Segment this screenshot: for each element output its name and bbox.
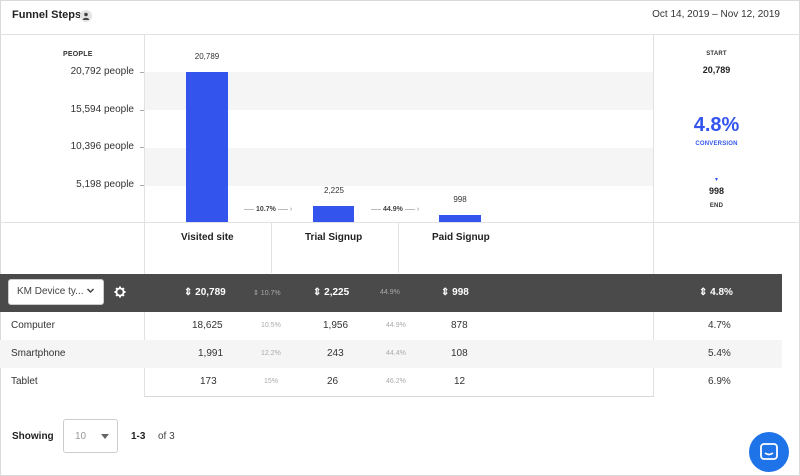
row-overall: 4.7%	[708, 320, 731, 331]
totals-bar	[0, 274, 782, 312]
total-conversion-1: ⇕ 10.7%	[253, 290, 281, 297]
y-tick-label: 5,198 people	[76, 178, 134, 190]
row-label: Tablet	[11, 376, 38, 387]
funnel-bar-trial-signup[interactable]	[313, 205, 354, 222]
summary-divider	[653, 35, 654, 397]
start-label: START	[706, 51, 727, 57]
funnel-bar-paid-signup[interactable]	[439, 214, 481, 222]
step-divider	[271, 223, 272, 273]
step-name-paid-signup[interactable]: Paid Signup	[432, 232, 490, 243]
row-label: Smartphone	[11, 348, 66, 359]
start-value: 20,789	[702, 65, 731, 75]
row-conversion-1: 15%	[264, 378, 279, 385]
down-arrow-icon: ▾	[714, 177, 718, 183]
step-name-visited-site[interactable]: Visited site	[181, 232, 234, 243]
row-conversion-1: 10.5%	[261, 322, 281, 329]
row-overall: 5.4%	[708, 348, 731, 359]
row-visited-site: 173	[200, 376, 217, 387]
row-paid-signup: 878	[451, 320, 468, 331]
chat-launcher-button[interactable]	[749, 432, 789, 472]
y-tick-label: 15,594 people	[70, 103, 134, 115]
row-overall: 6.9%	[708, 376, 731, 387]
chart-baseline	[0, 222, 800, 223]
group-by-value: KM Device ty...	[17, 286, 84, 297]
row-trial-signup: 26	[327, 376, 339, 387]
row-visited-site: 18,625	[192, 320, 223, 331]
y-tick-label: 20,792 people	[70, 66, 134, 77]
gear-icon[interactable]	[114, 286, 126, 298]
row-trial-signup: 1,956	[323, 320, 349, 331]
table-bottom-border	[145, 396, 654, 397]
step-divider	[398, 223, 399, 273]
table-row: Smartphone 1,991 12.2% 243 44.4% 108 5.4…	[0, 340, 782, 368]
y-tick-mark	[140, 147, 144, 148]
row-conversion-2: 46.2%	[386, 378, 406, 385]
row-conversion-2: 44.9%	[386, 322, 406, 329]
row-label: Computer	[11, 320, 55, 331]
y-axis-label: PEOPLE	[63, 51, 93, 58]
total-visited-site[interactable]: ⇕ 20,789	[184, 287, 226, 298]
y-tick-mark	[140, 109, 144, 111]
conversion-label: CONVERSION	[695, 141, 738, 147]
step-conversion-value: 44.9%	[383, 206, 403, 213]
end-value: 998	[708, 186, 725, 196]
arrow-right-icon: ›	[289, 206, 293, 213]
total-paid-signup[interactable]: ⇕ 998	[441, 287, 469, 298]
y-tick-label: 10,396 people	[70, 141, 134, 152]
bar-value-label: 20,789	[194, 52, 220, 62]
panel-title: Funnel Steps	[12, 9, 82, 21]
total-trial-signup[interactable]: ⇕ 2,225	[313, 287, 350, 298]
overall-conversion-value: 4.8%	[693, 114, 740, 136]
funnel-bar-visited-site[interactable]	[186, 72, 228, 222]
row-paid-signup: 12	[454, 376, 466, 387]
step-conversion-1: 10.7% ›	[244, 206, 292, 213]
table-row: Computer 18,625 10.5% 1,956 44.9% 878 4.…	[0, 312, 782, 340]
group-by-select[interactable]: KM Device ty...	[8, 279, 104, 305]
step-conversion-value: 10.7%	[256, 206, 276, 213]
pagination-range: 1-3	[131, 431, 146, 442]
row-visited-site: 1,991	[198, 348, 224, 359]
grid-band	[145, 148, 653, 186]
step-conversion-2: 44.9% ›	[371, 206, 419, 213]
row-trial-signup: 243	[327, 348, 344, 359]
showing-label: Showing	[12, 431, 54, 442]
row-conversion-1: 12.2%	[261, 350, 281, 357]
chat-icon	[760, 443, 778, 460]
chevron-down-icon	[86, 288, 95, 294]
bar-value-label: 2,225	[323, 185, 345, 195]
row-conversion-2: 44.4%	[386, 350, 406, 357]
table-row: Tablet 173 15% 26 46.2% 12 6.9%	[0, 368, 782, 396]
total-overall-conversion[interactable]: ⇕ 4.8%	[699, 287, 733, 298]
y-tick-mark	[140, 184, 144, 186]
bar-value-label: 998	[453, 194, 467, 204]
page-size-select[interactable]: 10	[63, 419, 118, 453]
total-conversion-2: 44.9%	[380, 289, 400, 296]
end-label: END	[709, 203, 724, 209]
page-size-value: 10	[75, 431, 87, 442]
row-paid-signup: 108	[451, 348, 468, 359]
y-tick-mark	[140, 72, 144, 73]
arrow-right-icon: ›	[416, 206, 420, 213]
header-divider	[0, 34, 800, 35]
date-range[interactable]: Oct 14, 2019 – Nov 12, 2019	[652, 9, 780, 20]
grid-band	[145, 72, 653, 110]
user-icon[interactable]	[80, 10, 92, 22]
pagination-total: of 3	[158, 431, 175, 442]
chart-left-divider	[144, 35, 145, 397]
step-name-trial-signup[interactable]: Trial Signup	[305, 232, 363, 243]
caret-down-icon	[101, 434, 109, 439]
